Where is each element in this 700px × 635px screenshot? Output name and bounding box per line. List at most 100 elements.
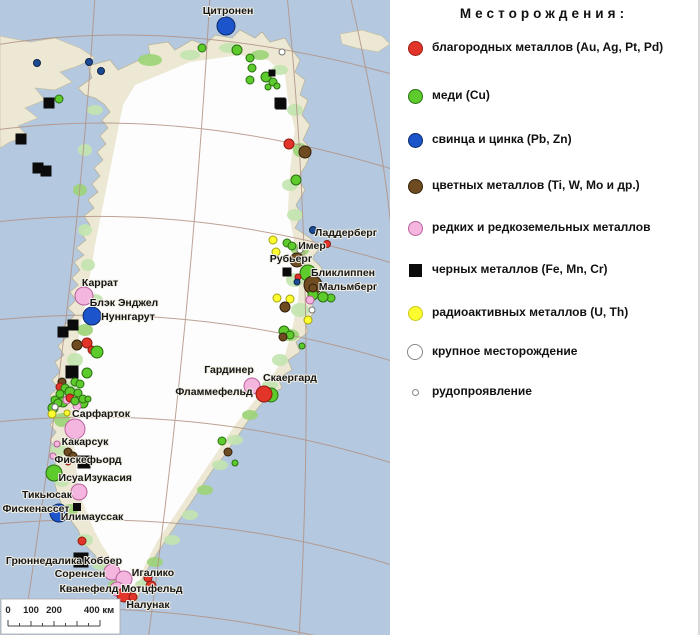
deposit-marker (264, 83, 272, 91)
deposit-label: Соренсен (55, 568, 106, 580)
legend-panel: Месторождения: благородных металлов (Au,… (390, 0, 698, 635)
deposit-label: Мотцфельд (121, 583, 183, 595)
scale-bar: 0 100 200 400 км (0, 598, 121, 635)
deposit-marker (71, 339, 83, 351)
vegetation-patch (67, 353, 83, 367)
deposit-label: Сарфарток (72, 408, 131, 420)
deposit-label: Фискефьорд (54, 454, 122, 466)
vegetation-patch (227, 435, 243, 445)
deposit-marker (283, 138, 295, 150)
deposit-label: Имер (298, 240, 326, 252)
rare-earth-marker-icon (398, 220, 432, 236)
deposit-label: Налунак (126, 599, 170, 611)
deposit-marker (33, 59, 41, 67)
deposit-marker (47, 409, 57, 419)
deposit-marker (54, 94, 64, 104)
vegetation-patch (78, 224, 92, 236)
legend-title: Месторождения: (459, 6, 629, 21)
vegetation-patch (212, 460, 228, 470)
vegetation-patch (87, 105, 103, 115)
deposit-marker (268, 235, 278, 245)
deposit-marker (40, 165, 52, 177)
deposit-marker (298, 342, 306, 350)
deposit-marker (84, 395, 92, 403)
deposit-label: Скаергард (263, 372, 317, 384)
deposit-marker (245, 53, 255, 63)
deposit-marker (74, 286, 94, 306)
vegetation-patch (272, 65, 288, 75)
deposit-label: Какарсук (62, 436, 110, 448)
large-deposit-marker-icon (398, 344, 432, 360)
deposit-label: Илимауссак (61, 511, 124, 523)
deposit-marker (309, 226, 317, 234)
deposit-marker (278, 48, 286, 56)
deposit-label: Игалико (132, 567, 174, 579)
vegetation-patch (272, 354, 288, 366)
deposit-marker (268, 69, 276, 77)
deposit-marker (247, 63, 257, 73)
deposit-marker (49, 503, 69, 523)
deposit-marker (217, 436, 227, 446)
deposit-label: Рубьерг (270, 253, 313, 265)
deposit-label: Изукасия (84, 472, 132, 484)
deposit-marker (317, 291, 329, 303)
deposit-marker (275, 98, 287, 110)
deposit-marker (285, 294, 295, 304)
ferrous-metals-marker-icon (398, 263, 432, 277)
deposit-marker (245, 75, 255, 85)
deposit-marker (279, 301, 291, 313)
ice-cap (72, 55, 300, 590)
lead-zinc-marker-icon (398, 132, 432, 148)
deposit-marker (73, 552, 89, 568)
deposit-marker (68, 451, 78, 461)
noble-metals-marker-icon (398, 40, 432, 56)
deposit-marker (97, 67, 105, 75)
northeast-island (339, 29, 391, 53)
deposit-label: Коббер (84, 555, 122, 567)
deposit-label: Мальмберг (319, 281, 378, 293)
deposit-marker (145, 580, 157, 592)
legend-item-lead-zinc: свинца и цинка (Pb, Zn) (398, 128, 696, 152)
deposit-marker (272, 293, 282, 303)
deposit-marker (305, 295, 315, 305)
deposit-marker (296, 246, 304, 254)
deposit-marker (57, 326, 69, 338)
deposit-label: Тикьюсак (22, 489, 73, 501)
deposit-marker (70, 396, 80, 406)
deposit-marker (231, 459, 239, 467)
vegetation-patch (287, 104, 303, 116)
deposit-marker (282, 267, 292, 277)
scale-ruler (7, 620, 101, 627)
deposit-label: Фламмефельд (175, 386, 253, 398)
deposit-label: Фискенассет (2, 503, 69, 515)
legend-item-ore-occurrence: рудопроявление (398, 380, 696, 404)
legend-item-base-metals: цветных металлов (Ti, W, Mo и др.) (398, 174, 696, 198)
deposit-marker (73, 503, 81, 511)
deposit-marker (65, 365, 79, 379)
vegetation-patch (251, 50, 269, 60)
deposit-marker (303, 315, 313, 325)
vegetation-patch (135, 580, 149, 590)
deposit-marker (231, 44, 243, 56)
deposit-label: Нуннгарут (101, 311, 155, 323)
deposit-marker (77, 536, 87, 546)
legend-item-large-deposit: крупное месторождение (398, 340, 696, 364)
deposit-marker (75, 379, 85, 389)
vegetation-patch (77, 324, 93, 336)
deposit-marker (85, 58, 93, 66)
deposit-label: Гардинер (204, 364, 254, 376)
ore-occurrence-marker-icon (398, 388, 432, 396)
copper-marker-icon (398, 88, 432, 104)
scale-label-0: 0 (5, 605, 10, 616)
vegetation-patch (147, 557, 163, 567)
deposit-marker (308, 306, 316, 314)
vegetation-patch (164, 535, 180, 545)
vegetation-patch (287, 209, 303, 221)
deposit-label: Блэк Энджел (90, 297, 158, 309)
deposit-label: Кванефелд (60, 583, 119, 595)
deposit-marker (128, 592, 138, 602)
vegetation-patch (78, 144, 92, 156)
deposit-marker (73, 388, 83, 398)
